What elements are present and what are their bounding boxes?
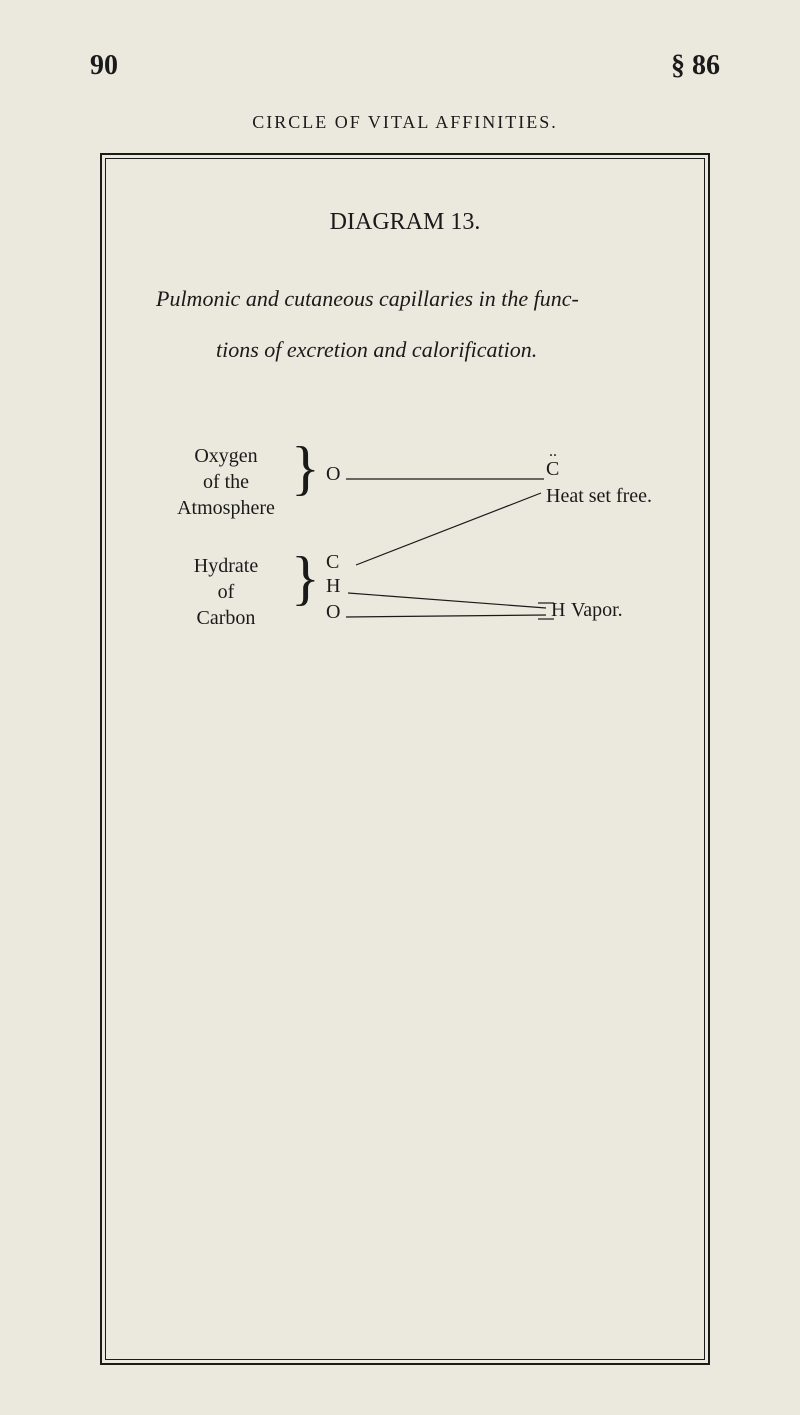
caption-line-2: tions of excretion and calorification. [136,337,674,363]
section-title: CIRCLE OF VITAL AFFINITIES. [90,112,720,133]
diagram-area: Oxygen of the Atmosphere } Hydrate of Ca… [156,443,674,643]
page-container: 90 § 86 CIRCLE OF VITAL AFFINITIES. DIAG… [0,0,800,1415]
page-number: 90 [90,50,118,82]
diagram-lines [156,443,716,643]
caption-italic-1: Pulmonic and cutaneous capillaries in th… [156,286,579,311]
page-header: 90 § 86 [90,50,720,82]
frame-outer: DIAGRAM 13. Pulmonic and cutaneous capil… [100,153,710,1365]
caption-italic-2: tions of excretion and calorification. [216,337,537,362]
section-number: § 86 [671,50,720,82]
diagram-title: DIAGRAM 13. [136,209,674,236]
caption-line-1: Pulmonic and cutaneous capillaries in th… [136,286,674,312]
frame-inner: DIAGRAM 13. Pulmonic and cutaneous capil… [105,158,705,1360]
